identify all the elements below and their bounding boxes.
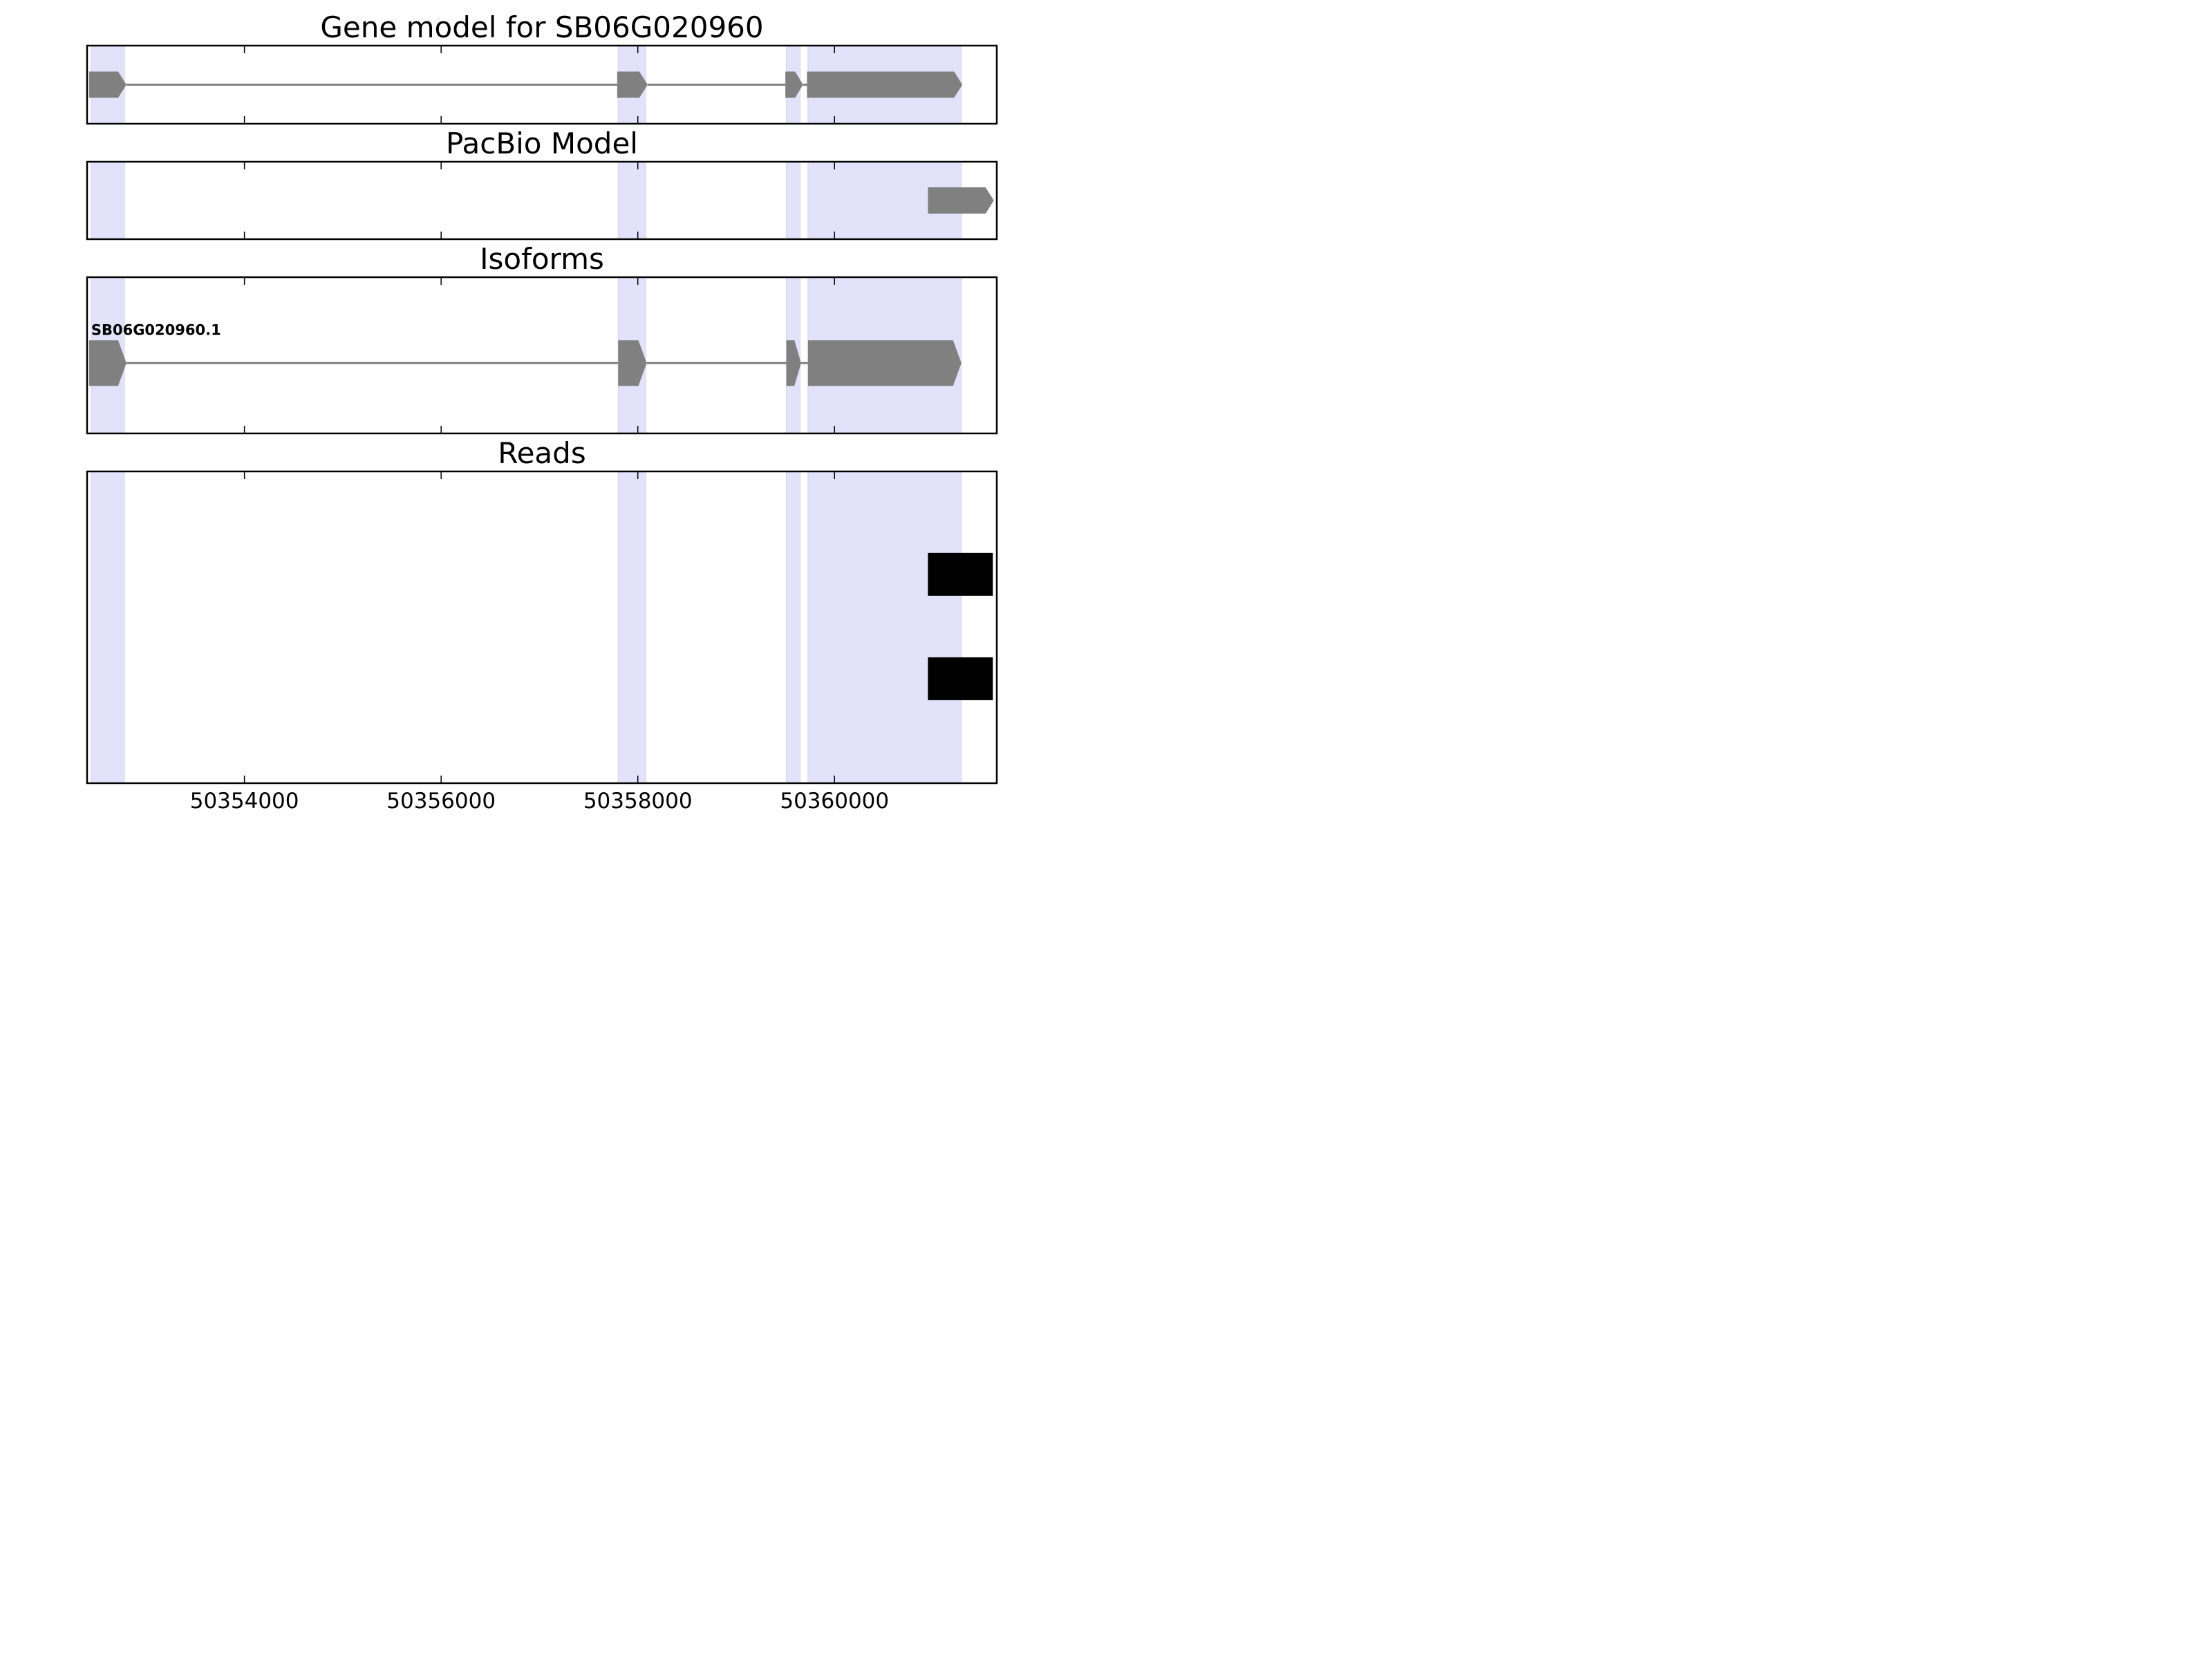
x-tick-label: 50360000: [780, 789, 889, 813]
panel-title: Reads: [498, 436, 585, 470]
exon-block: [928, 187, 994, 214]
read-feature: [928, 552, 993, 596]
panel-frame: [86, 276, 998, 435]
panel-frame: [86, 160, 998, 241]
highlight-region: [807, 471, 962, 783]
gene-model-figure: Gene model for SB06G020960 PacBio Model Is…: [86, 10, 998, 813]
highlight-region: [91, 471, 125, 783]
plot-area: [88, 46, 963, 124]
plot-area: SB06G020960.1: [88, 277, 962, 433]
gene-feature: SB06G020960.1: [88, 321, 962, 386]
panel-title: Gene model for SB06G020960: [320, 10, 763, 44]
panel-frame: [86, 470, 998, 785]
exon-block: [618, 340, 647, 386]
read-feature: [928, 657, 993, 700]
read-block: [928, 657, 993, 700]
panel-reads: Reads: [86, 436, 998, 785]
highlight-region: [786, 471, 800, 783]
panel-title: PacBio Model: [446, 126, 638, 160]
highlight-region: [91, 162, 125, 239]
x-tick-label: 50354000: [190, 789, 299, 813]
exon-block: [785, 71, 803, 98]
gene-feature: [88, 71, 963, 98]
panel-gene-model: Gene model for SB06G020960: [86, 10, 998, 125]
exon-block: [807, 340, 962, 386]
plot-area: [91, 162, 994, 239]
panel-isoforms: Isoforms SB06G020960.1: [86, 242, 998, 435]
highlight-region: [617, 162, 646, 239]
panel-frame: [86, 44, 998, 125]
exon-block: [786, 340, 801, 386]
read-block: [928, 552, 993, 596]
highlight-region: [617, 471, 646, 783]
panel-pacbio-model: PacBio Model: [86, 126, 998, 241]
exon-block: [807, 71, 963, 98]
gene-feature: [928, 187, 994, 214]
highlight-region: [786, 162, 800, 239]
exon-block: [617, 71, 648, 98]
x-tick-label: 50358000: [583, 789, 693, 813]
exon-block: [88, 340, 126, 386]
plot-area: [91, 471, 993, 783]
exon-block: [88, 71, 126, 98]
isoform-label: SB06G020960.1: [91, 321, 221, 338]
panel-title: Isoforms: [480, 242, 604, 276]
x-tick-label: 50356000: [386, 789, 496, 813]
